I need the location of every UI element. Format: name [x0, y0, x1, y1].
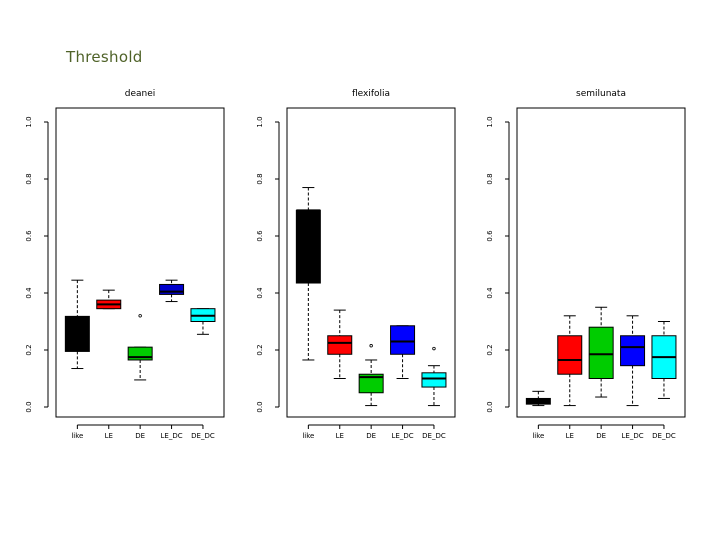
- y-tick-label: 0.6: [25, 230, 33, 242]
- y-tick-label: 1.0: [486, 116, 494, 127]
- x-tick-label: DE_DC: [422, 432, 446, 440]
- box-like: [525, 390, 551, 407]
- y-tick-label: 0.4: [256, 287, 264, 299]
- x-tick-label: DE: [366, 432, 376, 440]
- box-LE_DC: [390, 325, 416, 379]
- y-tick-label: 1.0: [256, 116, 264, 127]
- x-tick-label: like: [532, 432, 544, 440]
- box-DE_DC: [651, 321, 677, 399]
- box-DE: [127, 314, 153, 381]
- y-tick-label: 0.0: [486, 401, 494, 412]
- box-body: [390, 325, 416, 355]
- box-LE_DC: [159, 279, 185, 303]
- box-like: [295, 187, 321, 361]
- outlier-point: [432, 346, 436, 351]
- plot-frame: [55, 107, 225, 418]
- box-LE: [96, 289, 122, 310]
- outlier-point: [138, 314, 142, 318]
- y-tick-label: 0.0: [25, 401, 33, 412]
- box-LE: [557, 315, 583, 407]
- plot-frame: [516, 107, 686, 418]
- box-body: [327, 335, 353, 355]
- y-tick-label: 0.8: [25, 173, 33, 184]
- x-tick-label: DE: [596, 432, 606, 440]
- boxplot-panel-semilunata: semilunata 0.0 0.2 0.4 0.6 0.8 1.0 like LE DE LE_D…: [486, 89, 686, 440]
- panel-title: deanei: [125, 89, 156, 99]
- box-body: [588, 326, 614, 380]
- box-DE_DC: [421, 346, 447, 407]
- x-tick-label: like: [71, 432, 83, 440]
- y-tick-label: 0.6: [256, 230, 264, 242]
- plot-frame: [286, 107, 456, 418]
- slide-title: Threshold: [66, 48, 143, 66]
- x-tick-label: DE_DC: [191, 432, 215, 440]
- y-tick-label: 0.2: [486, 344, 494, 355]
- y-tick-label: 0.8: [486, 173, 494, 184]
- box-LE_DC: [620, 315, 646, 407]
- y-tick-label: 0.4: [25, 287, 33, 299]
- y-tick-label: 1.0: [25, 116, 33, 127]
- x-tick-label: LE: [566, 432, 574, 440]
- x-tick-label: LE_DC: [392, 432, 414, 440]
- outlier-point: [369, 344, 373, 348]
- box-DE: [358, 344, 384, 407]
- panel-title: semilunata: [576, 89, 626, 99]
- x-tick-label: LE_DC: [161, 432, 183, 440]
- box-body: [64, 315, 90, 352]
- x-tick-label: LE: [336, 432, 344, 440]
- y-tick-label: 0.2: [256, 344, 264, 355]
- box-body: [620, 335, 646, 367]
- boxplot-panel-flexifolia: flexifolia 0.0 0.2 0.4 0.6 0.8 1.0 like LE DE LE_D…: [256, 89, 456, 440]
- box-DE_DC: [190, 308, 216, 335]
- x-tick-label: DE: [135, 432, 145, 440]
- box-like: [64, 279, 90, 370]
- box-LE: [327, 309, 353, 379]
- y-tick-label: 0.8: [256, 173, 264, 184]
- y-tick-label: 0.6: [486, 230, 494, 242]
- y-tick-label: 0.2: [25, 344, 33, 355]
- box-body: [159, 283, 185, 295]
- box-body: [295, 209, 321, 284]
- y-tick-label: 0.4: [486, 287, 494, 299]
- x-tick-label: like: [302, 432, 314, 440]
- x-tick-label: LE_DC: [622, 432, 644, 440]
- box-DE: [588, 306, 614, 398]
- boxplot-panel-deanei: deanei 0.0 0.2 0.4 0.6 0.8 1.0 like LE DE LE_DC DE_…: [25, 89, 225, 440]
- box-body: [557, 335, 583, 375]
- box-body: [421, 372, 447, 388]
- panel-title: flexifolia: [352, 89, 390, 99]
- y-tick-label: 0.0: [256, 401, 264, 412]
- x-tick-label: LE: [105, 432, 113, 440]
- x-tick-label: DE_DC: [652, 432, 676, 440]
- box-body: [358, 373, 384, 394]
